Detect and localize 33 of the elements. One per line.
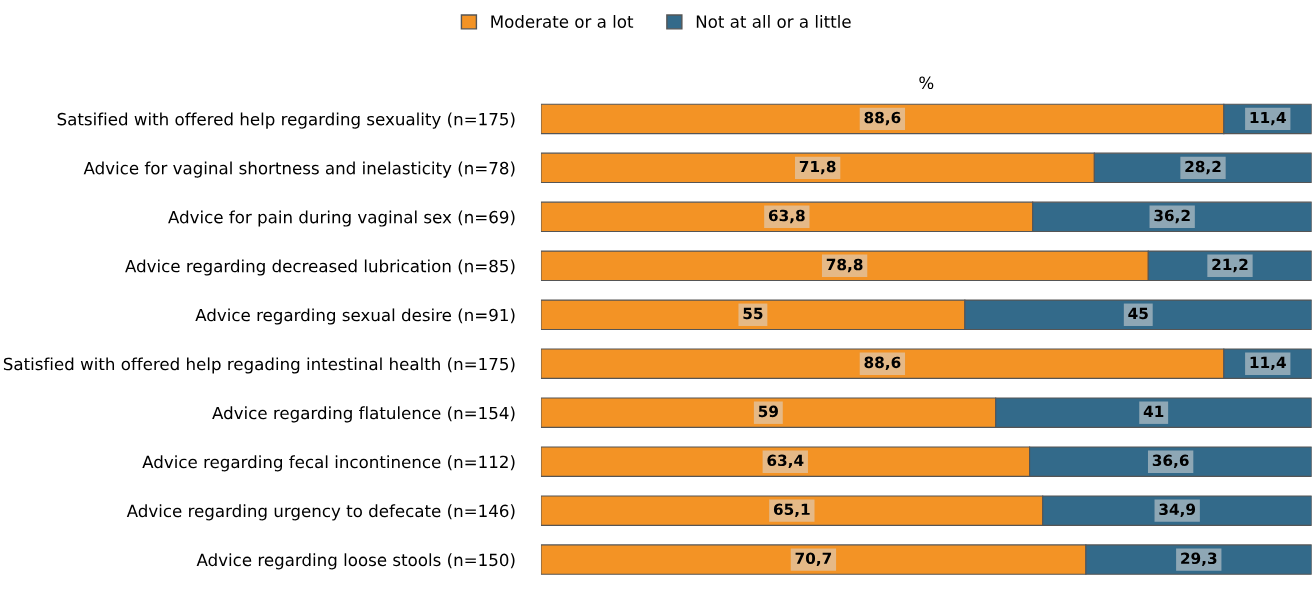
- data-label: 11,4: [1250, 111, 1286, 126]
- y-tick-label: Satisfied with offered help regading intestinal health (n=175): [3, 357, 515, 374]
- y-tick-label: Advice regarding loose stools (n=150): [196, 553, 515, 570]
- data-label: 21,2: [1212, 258, 1248, 273]
- y-tick-label: Advice regarding sexual desire (n=91): [195, 308, 515, 325]
- data-label: 55: [743, 307, 763, 320]
- data-label: 34,9: [1159, 503, 1196, 518]
- data-label: 41: [1143, 405, 1164, 417]
- data-label: 28,2: [1185, 160, 1221, 175]
- data-label: 65,1: [773, 503, 810, 518]
- y-tick-label: Advice regarding fecal incontinence (n=112): [142, 455, 515, 472]
- x-axis-title: %: [919, 76, 934, 90]
- y-tick-label: Advice regarding urgency to defecate (n=146): [126, 504, 515, 521]
- data-label: 88,6: [864, 356, 901, 371]
- legend-label: Not at all or a little: [696, 15, 851, 28]
- data-label: 71,8: [799, 160, 836, 175]
- y-tick-label: Satsified with offered help regarding sexuality (n=175): [57, 112, 515, 129]
- data-label: 45: [1128, 307, 1148, 320]
- y-tick-label: Advice for pain during vaginal sex (n=69): [168, 210, 515, 227]
- data-label: 78,8: [826, 258, 863, 273]
- y-tick-label: Advice regarding decreased lubrication (n=85): [125, 259, 515, 276]
- data-label: 63,4: [767, 454, 804, 469]
- data-label: 88,6: [864, 111, 901, 126]
- data-label: 36,2: [1154, 209, 1190, 224]
- legend-label: Moderate or a lot: [491, 15, 634, 28]
- data-label: 59: [758, 405, 778, 418]
- y-tick-label: Advice for vaginal shortness and inelasticity (n=78): [83, 161, 515, 178]
- data-label: 36,6: [1152, 454, 1189, 469]
- y-tick-label: Advice regarding flatulence (n=154): [212, 406, 515, 423]
- data-label: 70,7: [795, 552, 832, 566]
- data-label: 63,8: [768, 209, 805, 224]
- data-label: 29,3: [1181, 552, 1217, 566]
- data-label: 11,4: [1250, 356, 1286, 371]
